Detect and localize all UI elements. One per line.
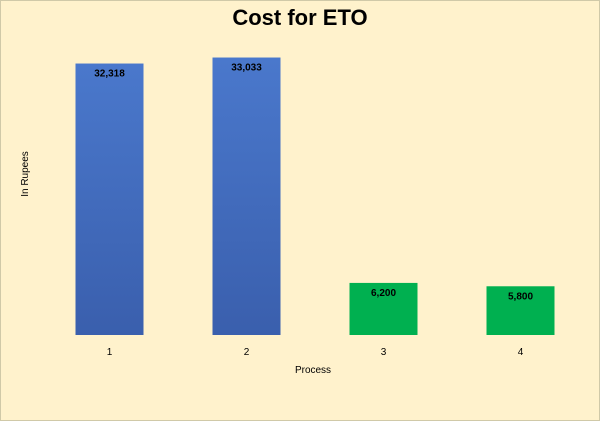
- x-tick-label-2: 2: [244, 347, 250, 358]
- data-label-1: 32,318: [94, 69, 125, 80]
- data-label-3: 6,200: [371, 288, 396, 299]
- bar-3: [349, 282, 418, 335]
- x-tick-label-4: 4: [518, 347, 524, 358]
- bar-1: [75, 63, 144, 335]
- bars-layer: 32,318 1 33,033 2 6,200 3 5,800 4: [75, 57, 555, 358]
- bar-2: [212, 57, 281, 336]
- data-label-4: 5,800: [508, 291, 533, 302]
- x-tick-label-3: 3: [381, 347, 387, 358]
- x-axis-title: Process: [295, 365, 331, 376]
- data-label-2: 33,033: [231, 63, 262, 74]
- chart-title: Cost for ETO: [232, 5, 367, 30]
- x-tick-label-1: 1: [107, 347, 113, 358]
- bar-4: [486, 286, 555, 335]
- y-axis-title: In Rupees: [20, 151, 31, 197]
